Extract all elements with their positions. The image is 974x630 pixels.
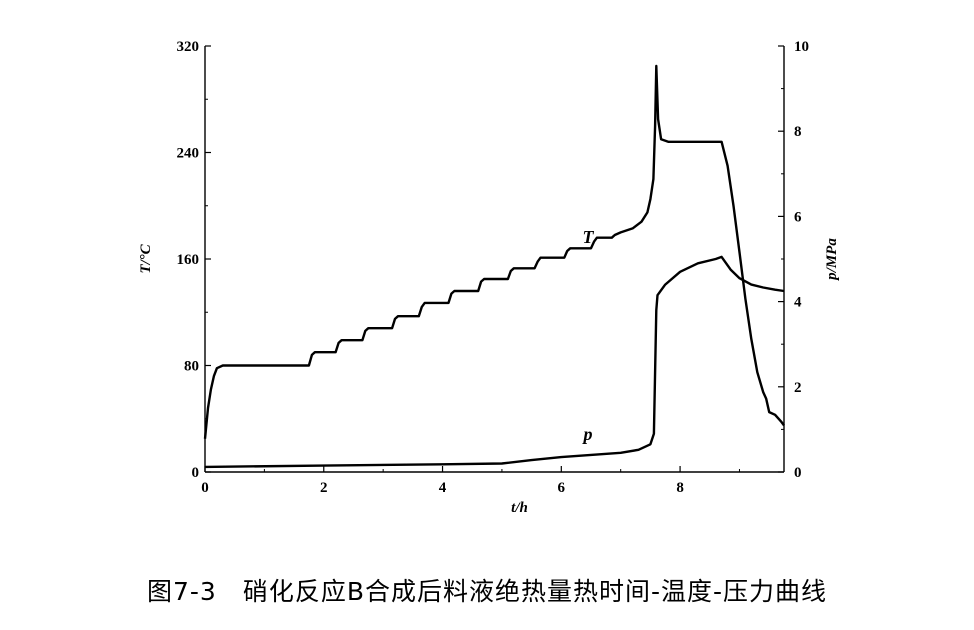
y-left-axis-label: T/°C: [138, 243, 154, 273]
series-line-p: [204, 255, 785, 469]
curve-label-T: T: [583, 227, 595, 247]
x-axis-label: t/h: [511, 500, 528, 516]
series-line-T: [203, 64, 785, 439]
chart-curves: [203, 64, 785, 469]
y-right-tick-label: 6: [794, 209, 802, 225]
y-right-tick-label: 8: [794, 124, 802, 140]
y-left-tick-label: 80: [184, 359, 199, 375]
y-right-tick-label: 2: [794, 380, 802, 396]
x-tick-label: 2: [320, 480, 328, 496]
y-left-tick-label: 320: [177, 39, 200, 55]
x-tick-label: 0: [201, 480, 209, 496]
x-tick-label: 8: [676, 480, 684, 496]
figure-caption: 图7-3 硝化反应B合成后料液绝热量热时间-温度-压力曲线: [146, 577, 828, 606]
y-left-tick-label: 240: [177, 146, 200, 162]
y-right-tick-label: 4: [794, 295, 802, 311]
y-left-tick-label: 0: [192, 465, 200, 481]
y-right-tick-label: 10: [794, 39, 809, 55]
x-tick-label: 6: [558, 480, 566, 496]
curve-label-p: p: [582, 424, 593, 444]
x-tick-label: 4: [439, 480, 447, 496]
y-left-tick-label: 160: [177, 252, 200, 268]
y-right-tick-label: 0: [794, 465, 802, 481]
y-right-axis-label: p/MPa: [824, 238, 840, 282]
chart-axes: [204, 45, 785, 473]
